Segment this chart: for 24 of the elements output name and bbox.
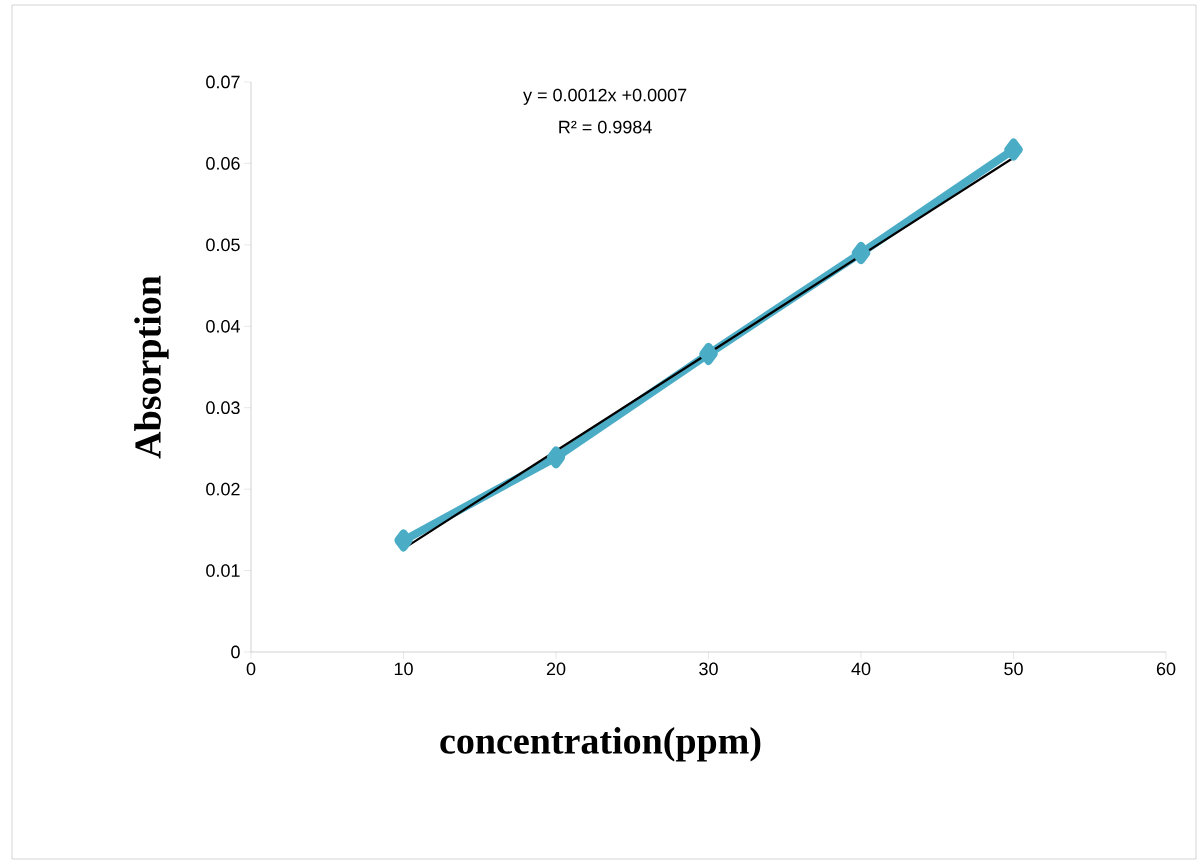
x-axis-title: concentration(ppm) (440, 727, 761, 762)
y-tick-label: 0.05 (206, 238, 240, 252)
x-tick-label: 40 (851, 662, 871, 676)
y-tick-label: 0.03 (206, 401, 240, 415)
y-axis-title: Absorption (134, 275, 169, 459)
y-tick-label: 0.01 (206, 564, 240, 577)
point (394, 529, 413, 552)
y-tick-label: 0.06 (206, 157, 240, 170)
y-tick-label: 0.02 (206, 482, 240, 496)
point (1004, 138, 1023, 161)
x-tick-label: 50 (1004, 662, 1023, 676)
y-tick-label: 0.04 (206, 319, 240, 333)
point (851, 241, 871, 264)
y-tick-label: 0.07 (206, 75, 240, 89)
x-tick-label: 20 (546, 662, 566, 676)
y-tick-label: 0 (231, 645, 240, 659)
x-tick-label: 30 (699, 662, 718, 676)
x-tick-label: 10 (394, 662, 413, 676)
point (546, 446, 566, 469)
annotation: R² = 0.9984 (559, 120, 652, 134)
annotation: y = 0.0012x +0.0007 (523, 88, 687, 105)
x-tick-label: 0 (246, 662, 256, 676)
x-tick-label: 60 (1156, 662, 1176, 676)
point (699, 342, 718, 365)
